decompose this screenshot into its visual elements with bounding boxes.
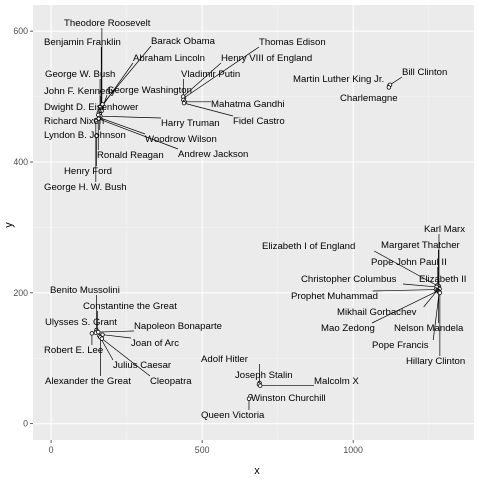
data-point	[386, 85, 392, 90]
point-label: Nelson Mandela	[394, 323, 464, 334]
label-segment	[432, 292, 440, 341]
point-label: Martin Luther King Jr.	[293, 74, 384, 85]
point-label: Napoleon Bonaparte	[134, 321, 222, 332]
data-point	[257, 383, 263, 388]
label-segment	[371, 290, 439, 324]
point-label: Dwight D. Eisenhower	[44, 102, 139, 113]
label-segment	[372, 289, 436, 292]
point-label: Fidel Castro	[233, 116, 285, 127]
point-label: Robert E. Lee	[44, 345, 103, 356]
data-point	[94, 133, 99, 139]
x-tick-label: 1000	[343, 445, 363, 455]
point-label: Vladimir Putin	[181, 69, 240, 80]
data-point	[246, 396, 252, 401]
label-segment	[100, 62, 134, 109]
point-label: Cleopatra	[150, 376, 192, 387]
point-label: Winston Churchill	[251, 393, 326, 404]
label-segment	[402, 283, 437, 288]
point-label: Adolf Hitler	[201, 354, 249, 365]
data-point	[96, 329, 101, 335]
point-label: Joseph Stalin	[235, 370, 293, 381]
point-label: Alexander the Great	[45, 376, 131, 387]
label-segment	[182, 62, 222, 97]
label-segment	[101, 338, 151, 377]
data-points	[89, 82, 443, 401]
point-label: Mahatma Gandhi	[211, 99, 285, 110]
data-point	[100, 102, 105, 107]
point-label: Lyndon B. Johnson	[44, 130, 126, 141]
x-axis-title: x	[254, 465, 260, 477]
label-segment	[100, 115, 162, 119]
y-axis-title: y	[3, 222, 15, 228]
y-tick-label: 200	[13, 288, 28, 298]
data-point	[93, 117, 99, 123]
point-label: Andrew Jackson	[178, 149, 248, 160]
point-label: Pope John Paul II	[371, 257, 447, 268]
data-point	[89, 331, 95, 336]
point-label: Bill Clinton	[402, 67, 447, 78]
y-tick-label: 600	[13, 26, 28, 36]
point-label: Harry Truman	[161, 118, 220, 129]
point-label: Mao Zedong	[321, 323, 375, 334]
point-label: Barack Obama	[151, 36, 216, 47]
data-point	[99, 336, 105, 341]
point-label: Malcolm X	[314, 376, 359, 387]
x-tick-label: 0	[49, 445, 54, 455]
point-label: George W. Bush	[45, 69, 115, 80]
point-label: Theodore Roosevelt	[64, 18, 151, 29]
point-label: Benito Mussolini	[50, 285, 120, 296]
point-label: Constantine the Great	[83, 301, 177, 312]
point-label: Benjamin Franklin	[44, 37, 121, 48]
label-segment	[99, 117, 146, 135]
axis-ticks: 0 500 1000 0 200 400 600	[13, 26, 363, 455]
label-segment	[423, 289, 438, 308]
point-label: Christopher Columbus	[301, 274, 397, 285]
point-label: Margaret Thatcher	[381, 240, 461, 251]
point-label: George H. W. Bush	[44, 182, 127, 193]
point-label: Prophet Muhammad	[291, 291, 378, 302]
point-label: Queen Victoria	[201, 410, 265, 421]
label-segment	[102, 334, 132, 339]
point-label: Henry Ford	[64, 166, 112, 177]
point-label: Julius Caesar	[113, 360, 172, 371]
point-label: Hillary Clinton	[406, 356, 465, 367]
y-tick-label: 400	[13, 157, 28, 167]
point-label: Thomas Edison	[259, 37, 326, 48]
y-tick-label: 0	[23, 419, 28, 429]
label-segments	[91, 28, 441, 410]
point-label: Elizabeth II	[419, 274, 466, 285]
label-segment	[389, 76, 403, 86]
point-label: Pope Francis	[372, 340, 429, 351]
point-label: Elizabeth I of England	[262, 241, 355, 252]
point-label: Karl Marx	[424, 224, 465, 235]
label-segment	[374, 250, 438, 286]
point-label: Ulysses S. Grant	[45, 317, 117, 328]
label-segment	[183, 102, 234, 117]
point-label: Woodrow Wilson	[145, 134, 217, 145]
label-segment	[183, 46, 260, 99]
point-label: Henry VIII of England	[221, 53, 312, 64]
point-label: Ronald Reagan	[97, 150, 164, 161]
point-label: Charlemagne	[340, 93, 398, 104]
point-label: George Washington	[107, 85, 192, 96]
data-point	[181, 100, 187, 106]
point-label: Richard Nixon	[44, 116, 104, 127]
x-tick-label: 500	[195, 445, 210, 455]
data-point	[437, 290, 443, 296]
point-labels: Theodore Roosevelt Benjamin Franklin Barac…	[44, 18, 466, 421]
point-label: Joan of Arc	[131, 338, 179, 349]
grid-lines	[33, 5, 474, 440]
label-segment	[98, 118, 179, 150]
point-label: Mikhail Gorbachev	[337, 307, 417, 318]
label-segment	[98, 330, 135, 333]
point-label: Abraham Lincoln	[133, 53, 205, 64]
point-label: John F. Kennedy	[44, 86, 116, 97]
plot-panel	[33, 5, 474, 440]
